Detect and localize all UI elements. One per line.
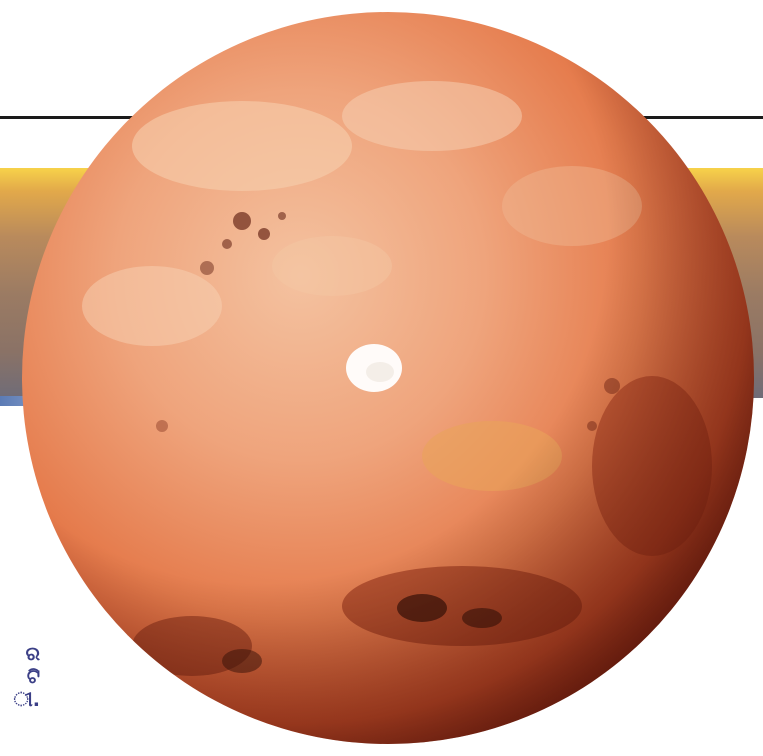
header-rule-left — [0, 116, 150, 119]
text-line-3: ୀ. — [13, 689, 40, 711]
header-rule-right — [640, 116, 763, 119]
limb-shading — [22, 12, 754, 744]
text-line-1: ର — [25, 643, 40, 665]
mars-planet-image — [12, 6, 763, 752]
mars-globe — [22, 12, 754, 744]
article-text-fragment: ର ଟି ୀ. — [0, 643, 40, 712]
text-line-2: ଟି — [26, 666, 40, 688]
